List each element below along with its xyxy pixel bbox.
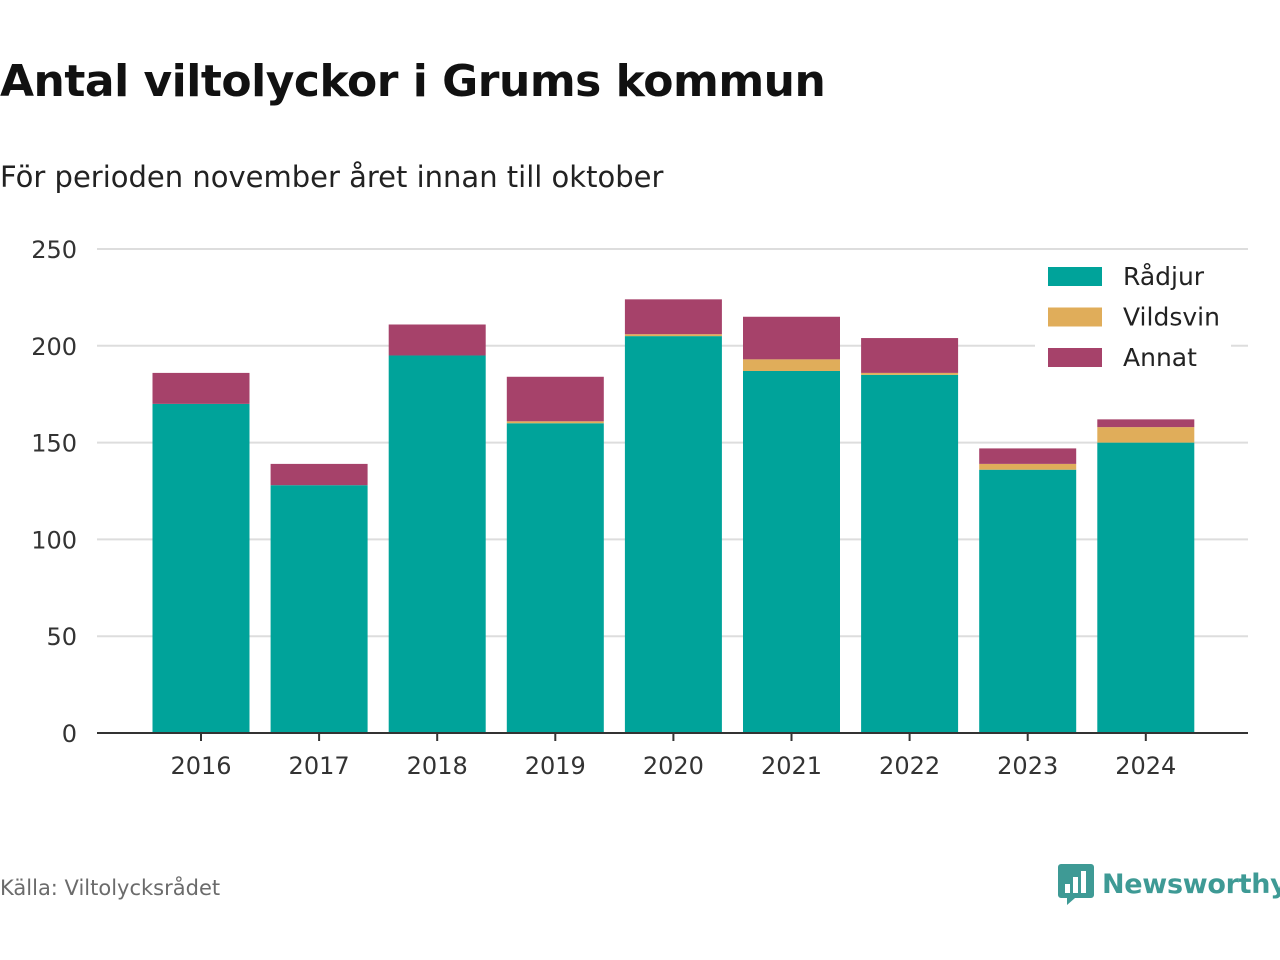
bar-segment	[743, 316, 840, 360]
brand-name: Newsworthy	[1102, 868, 1280, 900]
bar-segment	[979, 469, 1077, 733]
bar-segment	[861, 372, 959, 375]
x-tick-label: 2018	[407, 752, 468, 780]
bar-segment	[506, 376, 604, 422]
x-tick-label: 2024	[1115, 752, 1176, 780]
x-tick-label: 2022	[879, 752, 940, 780]
bar-segment	[152, 403, 250, 733]
x-tick-label: 2020	[643, 752, 704, 780]
x-tick-label: 2023	[997, 752, 1058, 780]
legend-swatch	[1048, 348, 1102, 367]
y-tick-label: 50	[46, 623, 77, 651]
newsworthy-logo-icon	[1058, 864, 1094, 905]
bar-segment	[506, 423, 604, 733]
bar-segment	[270, 463, 368, 486]
source-note: Källa: Viltolycksrådet	[0, 876, 221, 900]
y-tick-label: 250	[31, 236, 77, 264]
bar-segment	[270, 485, 368, 733]
bar-segment	[979, 448, 1077, 464]
bar-segment	[152, 372, 250, 404]
x-axis-ticks: 2016 2017 2018 2019 2020 2021 2022 2023 2024	[170, 733, 1176, 780]
legend-label: Rådjur	[1123, 262, 1205, 291]
legend-swatch	[1048, 307, 1102, 327]
bar-segment	[624, 336, 722, 733]
x-tick-label: 2016	[170, 752, 231, 780]
chart-subtitle: För perioden november året innan till ok…	[0, 160, 664, 194]
chart-title: Antal viltolyckor i Grums kommun	[0, 56, 826, 107]
bar-segment	[1097, 427, 1195, 443]
y-tick-label: 0	[62, 720, 77, 748]
legend-swatch	[1048, 267, 1102, 286]
y-tick-label: 150	[31, 430, 77, 458]
bar-segment	[388, 324, 486, 356]
bar-segment	[979, 463, 1077, 470]
bar-segment	[861, 338, 959, 373]
bar-segment	[743, 370, 840, 733]
bar-segment	[1097, 419, 1195, 428]
brand-logo: Newsworthy	[1058, 862, 1280, 906]
bar-segment	[743, 359, 840, 371]
y-tick-label: 100	[31, 526, 77, 554]
y-tick-label: 200	[31, 333, 77, 361]
x-tick-label: 2019	[525, 752, 586, 780]
x-tick-label: 2017	[289, 752, 350, 780]
bar-segment	[1097, 442, 1195, 733]
bar-segment	[861, 374, 959, 733]
bars	[152, 299, 1195, 733]
x-tick-label: 2021	[761, 752, 822, 780]
legend-label: Annat	[1123, 343, 1197, 372]
bar-segment	[506, 421, 604, 424]
legend-label: Vildsvin	[1123, 303, 1220, 332]
bar-segment	[624, 299, 722, 335]
legend: Rådjur Vildsvin Annat	[1035, 258, 1231, 378]
bar-segment	[388, 355, 486, 733]
y-axis-ticks: 0 50 100 150 200 250	[31, 236, 77, 748]
bar-segment	[624, 334, 722, 337]
